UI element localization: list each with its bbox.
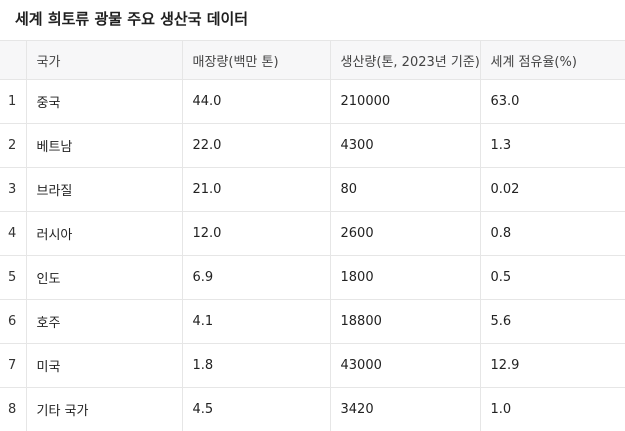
- cell-country: 인도: [25, 255, 182, 300]
- cell-country: 러시아: [25, 211, 182, 256]
- data-table-container[interactable]: 국가 매장량(백만 톤) 생산량(톤, 2023년 기준) 세계 점유율(%) …: [0, 40, 625, 431]
- cell-production: 18800: [329, 299, 480, 344]
- cell-production: 3420: [329, 387, 480, 431]
- cell-reserves: 21.0: [181, 167, 330, 212]
- table-row: 5 인도 6.9 1800 0.5: [0, 255, 625, 300]
- cell-production: 2600: [329, 211, 480, 256]
- table-row: 6 호주 4.1 18800 5.6: [0, 299, 625, 344]
- cell-reserves: 1.8: [181, 343, 330, 388]
- row-index: 1: [0, 79, 26, 124]
- cell-production: 43000: [329, 343, 480, 388]
- table-row: 2 베트남 22.0 4300 1.3: [0, 123, 625, 168]
- cell-share: 0.8: [479, 211, 625, 256]
- row-index: 4: [0, 211, 26, 256]
- cell-reserves: 4.5: [181, 387, 330, 431]
- cell-share: 0.02: [479, 167, 625, 212]
- cell-share: 1.3: [479, 123, 625, 168]
- table-row: 3 브라질 21.0 80 0.02: [0, 167, 625, 212]
- cell-share: 5.6: [479, 299, 625, 344]
- row-index: 3: [0, 167, 26, 212]
- cell-production: 4300: [329, 123, 480, 168]
- cell-share: 1.0: [479, 387, 625, 431]
- table-row: 7 미국 1.8 43000 12.9: [0, 343, 625, 388]
- table-row: 8 기타 국가 4.5 3420 1.0: [0, 387, 625, 431]
- row-index: 7: [0, 343, 26, 388]
- row-index: 2: [0, 123, 26, 168]
- header-reserves[interactable]: 매장량(백만 톤): [181, 40, 330, 80]
- row-index: 5: [0, 255, 26, 300]
- cell-country: 중국: [25, 79, 182, 124]
- cell-country: 브라질: [25, 167, 182, 212]
- cell-reserves: 4.1: [181, 299, 330, 344]
- cell-country: 미국: [25, 343, 182, 388]
- header-share[interactable]: 세계 점유율(%): [479, 40, 625, 80]
- header-country[interactable]: 국가: [25, 40, 182, 80]
- cell-country: 호주: [25, 299, 182, 344]
- cell-reserves: 12.0: [181, 211, 330, 256]
- cell-share: 63.0: [479, 79, 625, 124]
- cell-share: 0.5: [479, 255, 625, 300]
- row-index: 8: [0, 387, 26, 431]
- header-index: [0, 40, 26, 80]
- table-row: 1 중국 44.0 210000 63.0: [0, 79, 625, 124]
- row-index: 6: [0, 299, 26, 344]
- data-table: 국가 매장량(백만 톤) 생산량(톤, 2023년 기준) 세계 점유율(%) …: [0, 40, 625, 431]
- cell-reserves: 6.9: [181, 255, 330, 300]
- cell-reserves: 44.0: [181, 79, 330, 124]
- cell-production: 1800: [329, 255, 480, 300]
- table-header-row: 국가 매장량(백만 톤) 생산량(톤, 2023년 기준) 세계 점유율(%): [0, 40, 625, 80]
- cell-country: 베트남: [25, 123, 182, 168]
- cell-production: 210000: [329, 79, 480, 124]
- header-production[interactable]: 생산량(톤, 2023년 기준): [329, 40, 480, 80]
- table-row: 4 러시아 12.0 2600 0.8: [0, 211, 625, 256]
- cell-share: 12.9: [479, 343, 625, 388]
- cell-reserves: 22.0: [181, 123, 330, 168]
- cell-country: 기타 국가: [25, 387, 182, 431]
- page-title: 세계 희토류 광물 주요 생산국 데이터: [15, 10, 249, 28]
- cell-production: 80: [329, 167, 480, 212]
